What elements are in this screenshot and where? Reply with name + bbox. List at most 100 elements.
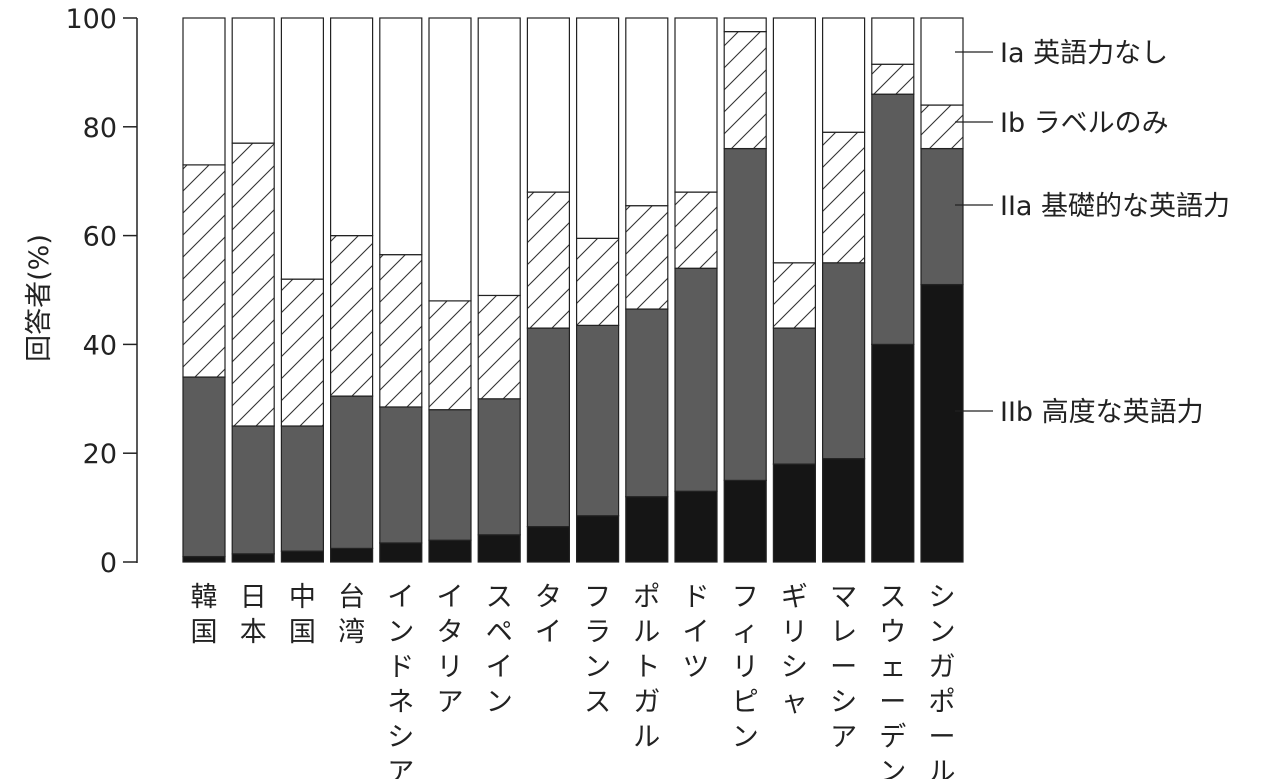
bar-stack [428, 17, 472, 563]
bar-segment [182, 17, 226, 166]
bar-segment [821, 262, 866, 460]
bar-segment [871, 63, 915, 95]
bar-segment [330, 17, 374, 237]
bar-segment [723, 147, 767, 481]
bar-segment [625, 17, 669, 207]
category-label: 韓国 [191, 582, 218, 648]
bar-segment [428, 539, 472, 563]
category-label: スウェーデン [879, 582, 906, 779]
category-label: 台湾 [338, 582, 365, 648]
bar-stack [674, 17, 718, 563]
bar-stack [772, 17, 817, 563]
bar-segment [772, 463, 817, 563]
bar-stack [379, 17, 423, 563]
bar-segment [625, 205, 669, 310]
bar-segment [526, 526, 571, 563]
category-label: イタリア [437, 582, 464, 718]
bar-stack [871, 17, 915, 563]
category-label: 中国 [289, 582, 316, 648]
bar-segment [379, 17, 423, 256]
bar-segment [871, 17, 915, 65]
bar-stack [526, 17, 571, 563]
bar-segment [428, 409, 472, 541]
bar-segment [428, 300, 472, 411]
bar-segment [723, 31, 767, 150]
bar-segment [477, 17, 521, 297]
bar-segment [575, 237, 620, 326]
category-label: フランス [584, 582, 611, 718]
bar-stack [625, 17, 669, 563]
y-tick-label: 0 [100, 548, 117, 579]
y-tick-label: 100 [65, 4, 117, 35]
bar-segment [821, 131, 866, 264]
bar-segment [575, 515, 620, 563]
bar-segment [772, 327, 817, 465]
bar-segment [231, 553, 275, 563]
bar-segment [182, 555, 226, 563]
bar-segment [920, 147, 964, 286]
y-tick-label: 40 [83, 330, 117, 361]
bar-segment [772, 262, 817, 329]
y-axis-label: 回答者(%) [24, 234, 55, 362]
bar-segment [231, 425, 275, 555]
bar-segment [428, 17, 472, 302]
bar-stack [280, 17, 324, 563]
bar-segment [526, 191, 571, 329]
bar-segment [330, 235, 374, 397]
bar-stack [575, 17, 620, 563]
bar-stack [821, 17, 866, 563]
bar-segment [674, 490, 718, 563]
bar-segment [871, 93, 915, 346]
category-label: インドネシア [387, 582, 414, 779]
legend-label: Ia 英語力なし [1000, 38, 1168, 69]
bar-segment [625, 308, 669, 498]
bar-stack [477, 17, 521, 563]
category-label: フィリピン [732, 582, 759, 753]
bar-segment [920, 283, 964, 563]
bar-segment [723, 479, 767, 563]
bar-segment [330, 395, 374, 549]
bar-segment [723, 17, 767, 33]
bar-segment [280, 278, 324, 427]
bar-segment [280, 425, 324, 552]
category-label: タイ [535, 582, 562, 648]
bar-segment [526, 17, 571, 193]
y-tick-label: 60 [83, 222, 117, 253]
category-label: ギリシャ [781, 582, 808, 718]
bar-segment [330, 547, 374, 563]
bar-segment [920, 104, 964, 150]
y-tick-label: 80 [83, 113, 117, 144]
category-label: スペイン [486, 582, 513, 718]
bar-segment [575, 17, 620, 239]
bar-segment [674, 267, 718, 492]
bar-segment [280, 17, 324, 280]
bar-segment [231, 142, 275, 427]
bar-segment [477, 398, 521, 536]
legend-label: Ib ラベルのみ [1000, 108, 1169, 139]
bar-segment [526, 327, 571, 528]
bar-segment [182, 164, 226, 378]
bar-segment [625, 496, 669, 563]
bar-segment [379, 406, 423, 544]
legend-label: IIb 高度な英語力 [1000, 397, 1204, 428]
bar-segment [379, 542, 423, 563]
bar-segment [920, 17, 964, 106]
bar-segment [821, 17, 866, 133]
bar-stack [330, 17, 374, 563]
bar-segment [182, 376, 226, 558]
category-label: ポルトガル [633, 582, 660, 753]
bar-segment [674, 17, 718, 193]
bar-segment [477, 534, 521, 563]
bar-segment [772, 17, 817, 264]
bar-segment [379, 254, 423, 408]
bar-stack [920, 17, 964, 563]
bar-segment [674, 191, 718, 269]
category-label: シンガポール [929, 582, 956, 779]
bar-segment [280, 550, 324, 563]
bar-segment [231, 17, 275, 144]
y-tick-label: 20 [83, 439, 117, 470]
category-label: 日本 [240, 582, 267, 648]
category-label: ドイツ [683, 582, 710, 683]
bar-segment [871, 343, 915, 563]
